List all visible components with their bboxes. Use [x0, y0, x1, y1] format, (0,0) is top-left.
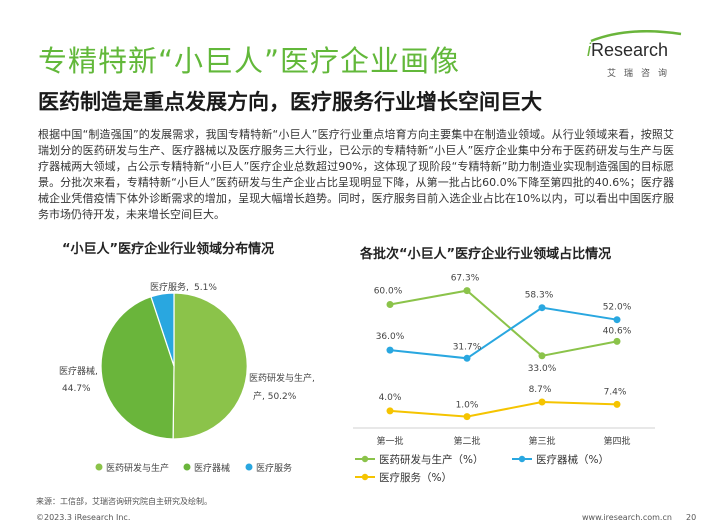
series-1-data-label-4: 40.6%	[603, 326, 632, 336]
series-3-data-label-3: 8.7%	[529, 385, 552, 395]
series-1-point-4	[613, 337, 621, 345]
pie-legend-label-2: 医疗器械	[194, 462, 230, 474]
series-3-point-3	[538, 398, 546, 406]
series-2-data-label-1: 36.0%	[376, 332, 405, 342]
pie-legend-marker-3	[245, 463, 253, 471]
pie-label-3: 医疗服务,	[150, 281, 189, 293]
logo-brand: Research	[591, 40, 669, 60]
pie-legend-label-3: 医疗服务	[256, 462, 292, 474]
pie-chart-title: “小巨人”医疗企业行业领域分布情况	[62, 242, 275, 257]
pie-value-1: 产, 50.2%	[253, 390, 297, 402]
logo-i: i	[587, 40, 591, 60]
x-tick-label-1: 第一批	[376, 435, 403, 447]
pie-value-3: 5.1%	[194, 283, 217, 293]
page-title: 专精特新“小巨人”医疗企业画像	[38, 44, 461, 78]
logo-tagline: 艾瑞咨询	[607, 69, 676, 79]
series-1-point-2	[463, 287, 471, 295]
source-note: 来源：工信部，艾瑞咨询研究院自主研究及绘制。	[36, 497, 212, 506]
body-paragraph: 根据中国“制造强国”的发展需求，我国专精特新“小巨人”医疗行业重点培育方向主要集…	[38, 128, 674, 221]
line-legend-marker-1	[361, 455, 369, 463]
pie-legend-marker-1	[95, 463, 103, 471]
series-2-data-label-4: 52.0%	[603, 303, 632, 313]
line-legend-label-1: 医药研发与生产（%）	[379, 453, 483, 466]
line-legend-marker-2	[518, 455, 526, 463]
pie-slice-1	[172, 292, 248, 440]
copyright: ©2023.3 iResearch Inc.	[36, 513, 131, 522]
series-2-point-2	[463, 354, 471, 362]
series-3-point-2	[463, 413, 471, 421]
line-legend-label-2: 医疗器械（%）	[536, 453, 609, 466]
series-line-2	[389, 306, 618, 360]
pie-label-1: 医药研发与生产,	[249, 372, 315, 384]
series-3-point-1	[386, 407, 394, 415]
pie-label-2: 医疗器械,	[59, 365, 98, 377]
series-2-data-label-2: 31.7%	[453, 342, 482, 352]
series-2-point-4	[613, 316, 621, 324]
series-3-point-4	[613, 400, 621, 408]
pie-value-2: 44.7%	[62, 384, 91, 394]
pie-legend-marker-2	[183, 463, 191, 471]
series-3-data-label-2: 1.0%	[456, 401, 479, 411]
series-1-point-3	[538, 352, 546, 360]
pie-slice-2	[100, 295, 175, 440]
series-1-data-label-2: 67.3%	[451, 274, 480, 284]
series-1-data-label-1: 60.0%	[374, 287, 403, 297]
series-2-data-label-3: 58.3%	[525, 291, 554, 301]
line-legend-marker-3	[361, 473, 369, 481]
pie-legend-label-1: 医药研发与生产	[106, 462, 169, 474]
page-number: 20	[686, 513, 697, 522]
x-tick-label-2: 第二批	[453, 435, 480, 447]
series-1-point-1	[386, 301, 394, 308]
website-url: www.iresearch.com.cn	[582, 513, 672, 522]
series-line-1	[389, 289, 618, 357]
page-subtitle: 医药制造是重点发展方向，医疗服务行业增长空间巨大	[38, 90, 542, 114]
series-line-3	[389, 400, 618, 418]
line-legend-label-3: 医疗服务（%）	[379, 471, 452, 484]
series-2-point-1	[386, 346, 394, 354]
pie-slice-3	[150, 292, 175, 367]
series-1-data-label-3: 33.0%	[528, 364, 557, 374]
iresearch-logo: iResearch 艾瑞咨询	[575, 30, 685, 85]
line-chart-title: 各批次“小巨人”医疗企业行业领域占比情况	[360, 247, 612, 262]
x-tick-label-4: 第四批	[603, 435, 630, 447]
x-tick-label-3: 第三批	[528, 435, 555, 447]
series-3-data-label-1: 4.0%	[379, 393, 402, 403]
series-3-data-label-4: 7.4%	[604, 387, 627, 397]
series-2-point-3	[538, 304, 546, 312]
logo-swoosh-icon	[590, 30, 682, 43]
